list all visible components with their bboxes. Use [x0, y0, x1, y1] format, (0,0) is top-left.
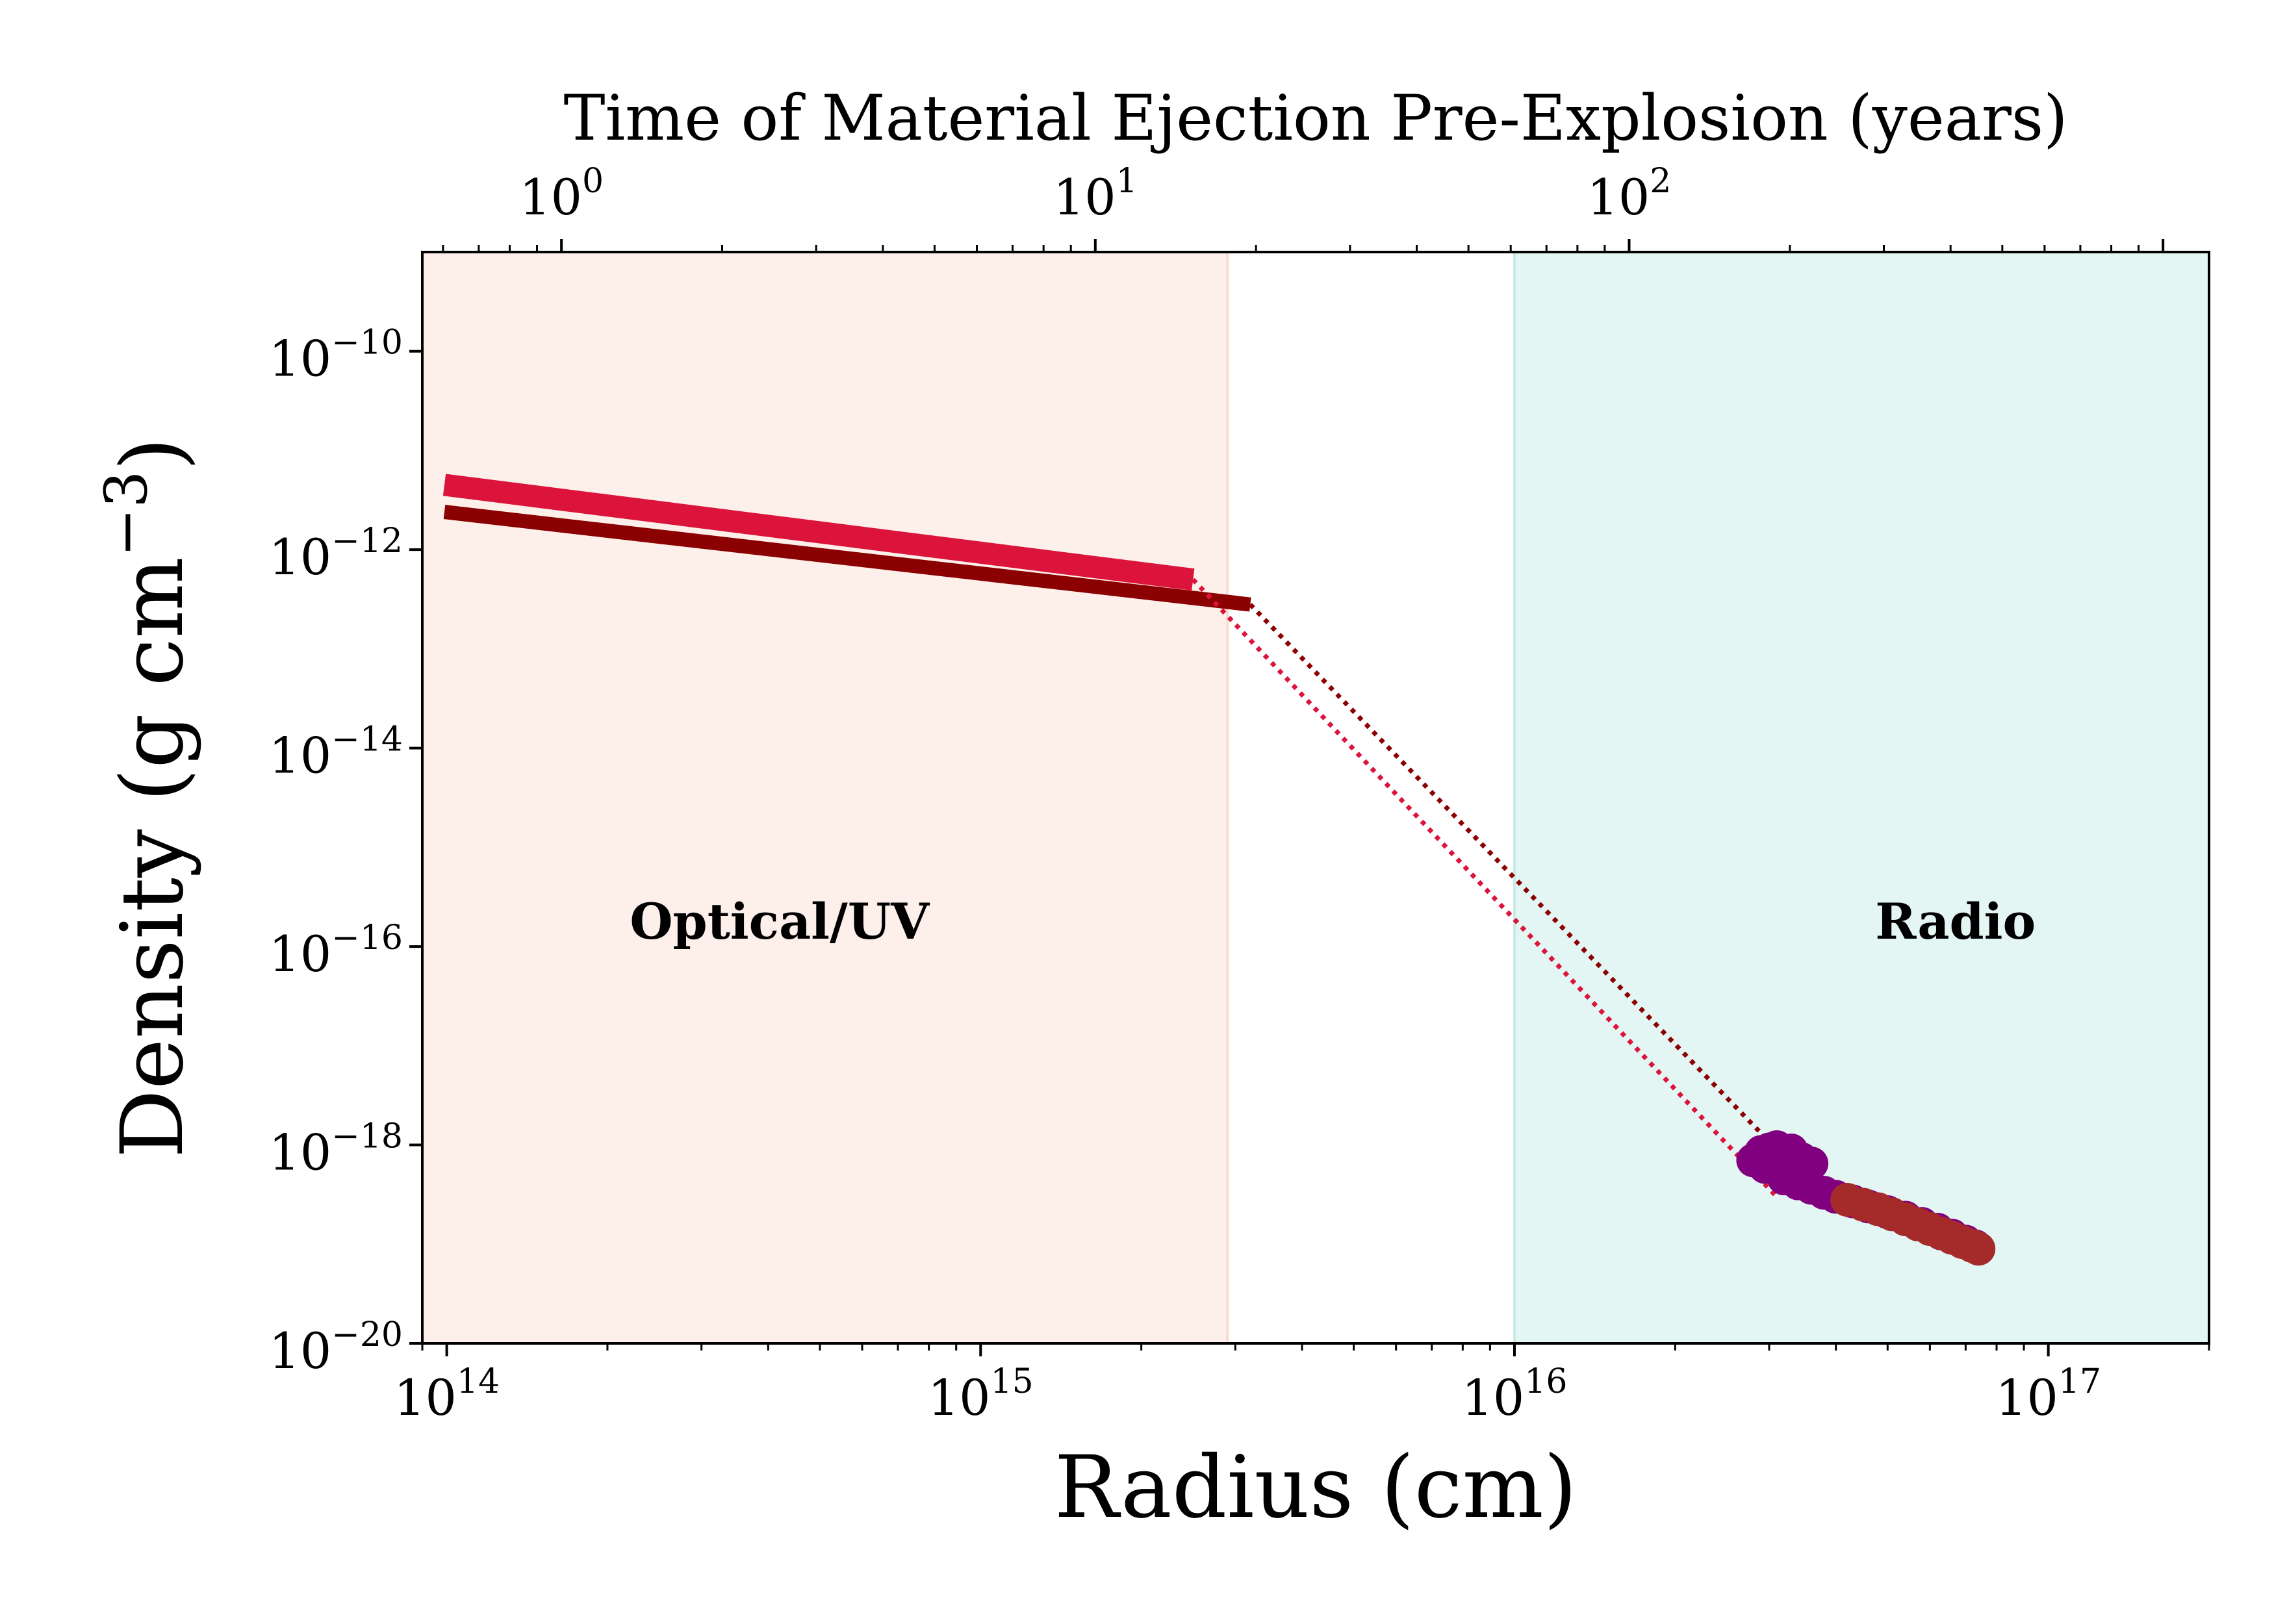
x-tick-label-0: 1014 [394, 1362, 500, 1427]
x-axis-title: Radius (cm) [1054, 1438, 1578, 1538]
y-tick-label-4-base: 10 [269, 528, 332, 586]
x-tick-label-3: 1017 [1995, 1362, 2101, 1427]
top-tick-label-2: 102 [1587, 162, 1672, 226]
plot-frame [421, 251, 2210, 1345]
x-tick-label-0-exp: 14 [457, 1362, 500, 1401]
x-tick-label-1-exp: 15 [991, 1362, 1034, 1401]
top-tick-label-2-base: 10 [1587, 168, 1650, 226]
top-tick-label-1-base: 10 [1053, 168, 1116, 226]
x-tick-label-0-base: 10 [394, 1369, 457, 1427]
y-axis-title-close: ) [103, 437, 203, 471]
y-tick-label-2: 10−16 [269, 919, 403, 983]
x-tick-label-2: 1016 [1462, 1362, 1568, 1427]
region-0 [422, 252, 1228, 1343]
y-tick-label-3-exp: −14 [331, 720, 403, 759]
top-tick-label-0: 100 [519, 162, 604, 226]
y-tick-label-5-exp: −10 [331, 324, 403, 362]
top-tick-label-0-base: 10 [519, 168, 582, 226]
y-tick-label-1: 10−18 [269, 1117, 403, 1182]
y-axis-title-text: Density (g cm [103, 557, 203, 1158]
shaded-regions [422, 252, 2209, 1343]
density-line-0 [442, 474, 1195, 591]
y-tick-label-0: 10−20 [269, 1315, 403, 1380]
y-tick-label-0-base: 10 [269, 1322, 332, 1380]
density-line-1 [443, 505, 1251, 612]
y-tick-label-1-base: 10 [269, 1124, 332, 1182]
y-axis-title: Density (g cm−3) [92, 437, 203, 1158]
region-label-0: Optical/UV [630, 893, 930, 950]
top-tick-label-1: 101 [1053, 162, 1138, 226]
y-axis-title-exponent: −3 [92, 471, 160, 557]
x-tick-label-1-base: 10 [928, 1369, 991, 1427]
y-tick-label-2-base: 10 [269, 925, 332, 983]
radio-data-points [1736, 1130, 1996, 1266]
y-tick-label-1-exp: −18 [331, 1117, 403, 1156]
density-line-2 [1191, 577, 1779, 1199]
x-tick-label-2-exp: 16 [1524, 1362, 1567, 1401]
region-1 [1514, 252, 2209, 1343]
top-tick-label-0-exp: 0 [582, 162, 604, 201]
tick-labels: 1014 1015 1016 101710−2010−1810−1610−1410−1… [269, 162, 2102, 1427]
x-tick-label-2-base: 10 [1462, 1369, 1525, 1427]
density-lines [442, 474, 1779, 1199]
y-tick-label-5: 10−10 [269, 324, 403, 388]
x-tick-label-1: 1015 [928, 1362, 1034, 1427]
data-point-s1-11 [1961, 1232, 1996, 1266]
x-tick-label-3-base: 10 [1995, 1369, 2058, 1427]
density-line-3 [1248, 603, 1779, 1151]
top-tick-label-1-exp: 1 [1116, 162, 1138, 201]
region-label-1: Radio [1875, 893, 2036, 950]
top-axis-title: Time of Material Ejection Pre-Explosion … [563, 82, 2067, 155]
y-tick-label-5-base: 10 [269, 330, 332, 388]
y-tick-label-4-exp: −12 [331, 522, 403, 561]
top-tick-label-2-exp: 2 [1650, 162, 1671, 201]
y-tick-label-4: 10−12 [269, 522, 403, 586]
y-tick-label-0-exp: −20 [331, 1315, 403, 1354]
y-tick-label-2-exp: −16 [331, 919, 403, 958]
y-tick-label-3: 10−14 [269, 720, 403, 785]
y-tick-label-3-base: 10 [269, 727, 332, 785]
region-labels: Optical/UV Radio [630, 893, 2036, 950]
x-tick-label-3-exp: 17 [2058, 1362, 2101, 1401]
